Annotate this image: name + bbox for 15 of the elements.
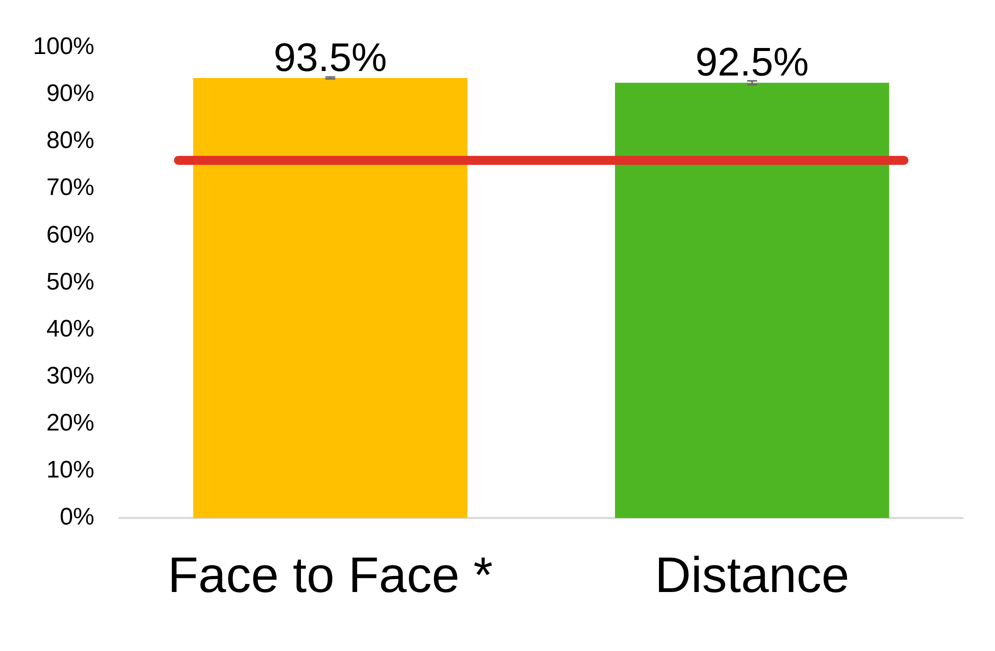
- y-tick-label: 10%: [46, 456, 94, 484]
- data-label: 92.5%: [695, 40, 809, 85]
- data-label: 93.5%: [274, 36, 387, 80]
- y-tick-label: 0%: [60, 504, 94, 531]
- x-tick-label: Face to Face *: [168, 546, 493, 603]
- y-tick-label: 50%: [46, 268, 94, 296]
- y-tick-label: 20%: [46, 410, 94, 437]
- y-tick-label: 60%: [46, 221, 94, 248]
- x-tick-label: Distance: [654, 546, 850, 603]
- y-tick-label: 80%: [46, 127, 94, 154]
- y-tick-label: 100%: [32, 33, 94, 60]
- y-tick-label: 30%: [46, 362, 94, 390]
- y-tick-label: 70%: [46, 174, 94, 202]
- y-tick-label: 40%: [46, 315, 94, 342]
- y-tick-label: 90%: [46, 80, 94, 108]
